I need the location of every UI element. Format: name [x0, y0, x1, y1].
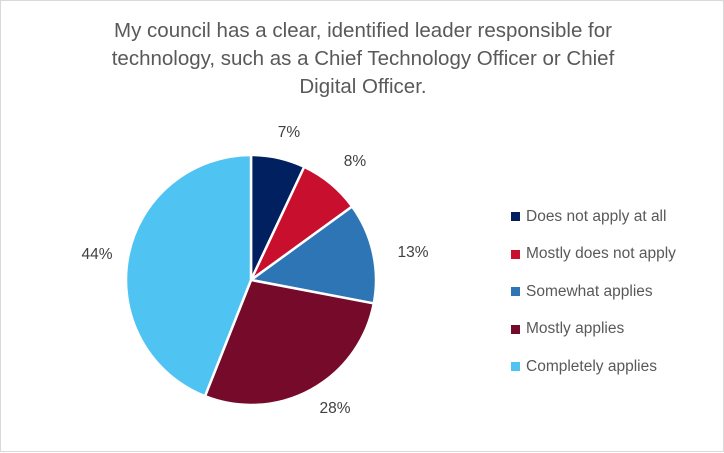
legend-swatch — [511, 324, 520, 334]
legend-item-mostly-applies: Mostly applies — [511, 311, 676, 349]
chart-title: My council has a clear, identified leade… — [61, 17, 665, 101]
chart-title-line-1: My council has a clear, identified leade… — [114, 19, 612, 42]
data-label-somewhat-applies: 13% — [397, 244, 428, 261]
chart-title-line-2: technology, such as a Chief Technology O… — [111, 47, 615, 70]
legend-item-somewhat-applies: Somewhat applies — [511, 273, 676, 311]
data-label-completely-applies: 44% — [81, 246, 112, 263]
legend-label: Does not apply at all — [526, 207, 667, 225]
data-label-mostly-does-not-apply: 8% — [344, 153, 367, 170]
data-label-mostly-applies: 28% — [319, 400, 350, 417]
legend-label: Somewhat applies — [526, 282, 653, 300]
legend: Does not apply at all Mostly does not app… — [511, 198, 676, 386]
pie-slice-mostly-applies — [203, 278, 376, 407]
legend-label: Completely applies — [526, 357, 657, 375]
legend-swatch — [511, 249, 520, 259]
pie-slice-completely-applies — [124, 153, 253, 398]
legend-item-completely-applies: Completely applies — [511, 348, 676, 386]
legend-label: Mostly applies — [526, 320, 625, 338]
legend-item-does-not-apply-at-all: Does not apply at all — [511, 198, 676, 236]
legend-item-mostly-does-not-apply: Mostly does not apply — [511, 236, 676, 274]
data-label-does-not-apply-at-all: 7% — [278, 124, 301, 141]
pie-slice-somewhat-applies — [249, 205, 378, 305]
legend-swatch — [511, 287, 520, 297]
legend-label: Mostly does not apply — [526, 245, 676, 263]
legend-swatch — [511, 212, 520, 222]
legend-swatch — [511, 362, 520, 372]
chart-title-line-3: Digital Officer. — [299, 75, 427, 98]
